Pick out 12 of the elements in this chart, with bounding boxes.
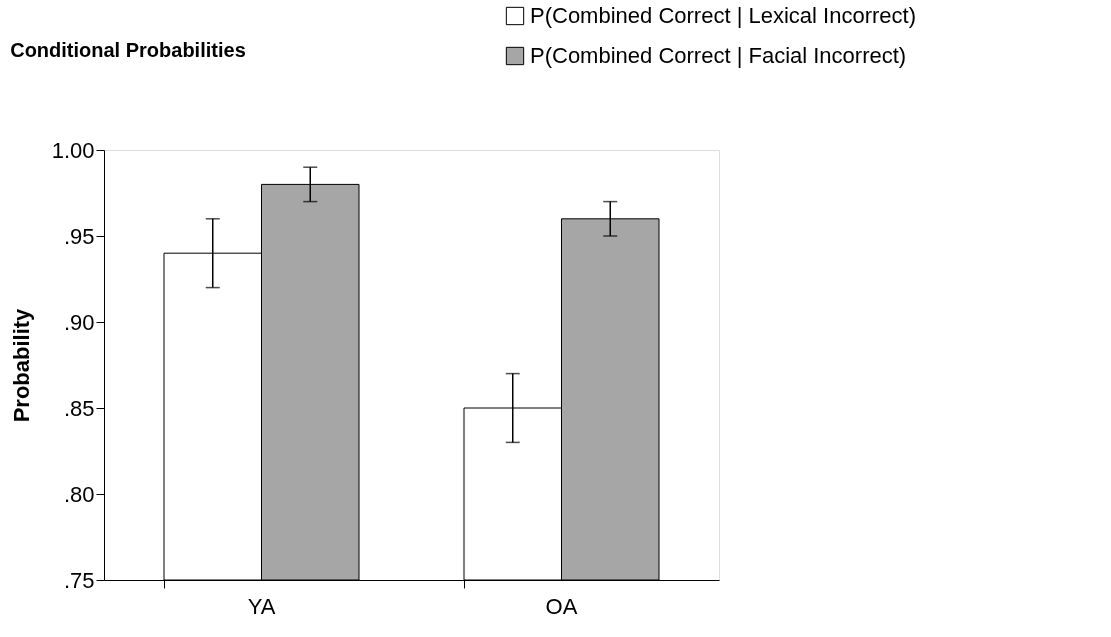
legend-label: P(Combined Correct | Lexical Incorrect) bbox=[530, 3, 916, 28]
x-tick-label: YA bbox=[247, 593, 276, 619]
y-tick-label: .90 bbox=[63, 309, 95, 335]
y-tick-label: .85 bbox=[63, 395, 95, 421]
y-tick-label: .95 bbox=[63, 223, 95, 249]
y-axis-title: Probability bbox=[8, 307, 34, 423]
y-tick-label: .80 bbox=[63, 481, 95, 507]
y-tick-label: .75 bbox=[63, 567, 95, 593]
x-tick-label: OA bbox=[545, 593, 578, 619]
legend-label: P(Combined Correct | Facial Incorrect) bbox=[530, 43, 907, 68]
chart-title: Conditional Probabilities bbox=[10, 39, 246, 61]
y-tick-label: 1.00 bbox=[51, 137, 95, 163]
